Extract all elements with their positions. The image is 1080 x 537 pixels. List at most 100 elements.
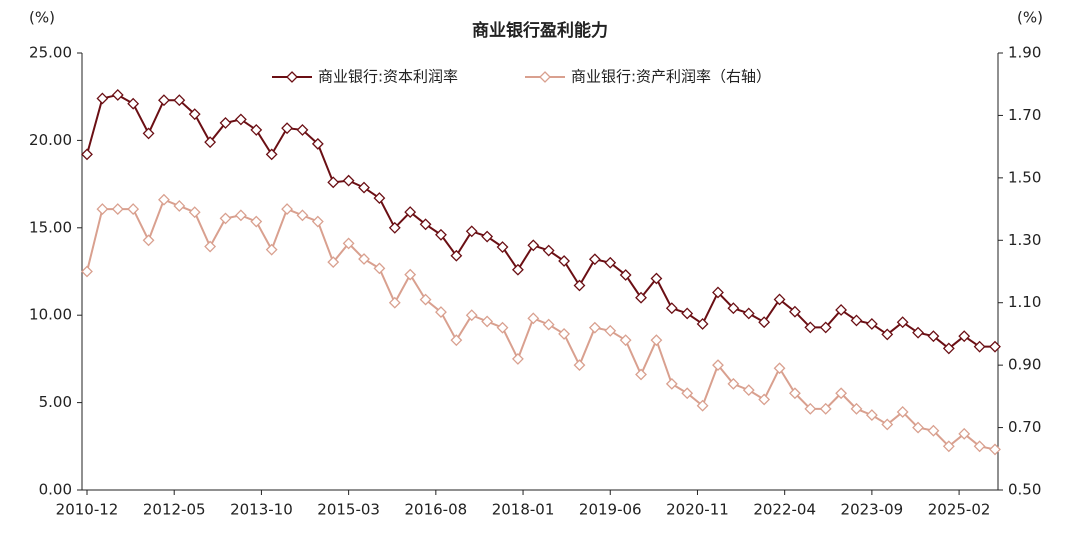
point-marker xyxy=(619,269,632,281)
point-marker xyxy=(804,402,817,415)
point-marker xyxy=(650,334,663,347)
point-marker xyxy=(758,316,771,329)
x-tick-label: 2018-01 xyxy=(492,501,555,519)
point-marker xyxy=(527,312,540,325)
point-marker xyxy=(173,94,186,107)
point-marker xyxy=(619,334,632,347)
point-marker xyxy=(173,200,186,212)
legend-marker xyxy=(539,71,551,83)
point-marker xyxy=(435,306,447,318)
y2-tick-label: 1.70 xyxy=(1008,106,1041,124)
y-tick-label: 10.00 xyxy=(29,306,72,324)
point-marker xyxy=(219,117,232,129)
point-marker xyxy=(234,113,247,126)
point-marker xyxy=(558,328,571,340)
point-marker xyxy=(681,307,694,320)
point-marker xyxy=(450,249,463,262)
point-marker xyxy=(789,305,801,318)
point-marker xyxy=(973,340,986,353)
y-tick-label: 5.00 xyxy=(39,393,72,411)
point-marker xyxy=(496,321,509,334)
x-tick-label: 2010-12 xyxy=(56,501,119,519)
point-marker xyxy=(973,440,986,453)
y2-tick-label: 1.90 xyxy=(1008,44,1041,62)
point-marker xyxy=(819,402,832,415)
point-marker xyxy=(650,272,663,285)
y-tick-label: 0.00 xyxy=(39,481,72,499)
point-marker xyxy=(219,212,232,225)
point-marker xyxy=(342,174,355,187)
x-tick-label: 2016-08 xyxy=(404,501,467,519)
point-marker xyxy=(496,241,509,253)
point-marker xyxy=(465,225,478,238)
legend-marker xyxy=(286,71,298,83)
point-marker xyxy=(758,393,771,406)
point-marker xyxy=(942,440,955,453)
point-marker xyxy=(604,324,617,337)
point-marker xyxy=(881,328,894,341)
point-marker xyxy=(989,443,1001,456)
y2-tick-label: 0.70 xyxy=(1008,418,1041,436)
point-marker xyxy=(188,108,201,121)
point-marker xyxy=(927,424,940,437)
point-marker xyxy=(296,209,309,222)
point-marker xyxy=(373,192,386,205)
point-marker xyxy=(96,203,109,215)
chart-title: 商业银行盈利能力 xyxy=(472,20,608,41)
x-tick-label: 2013-10 xyxy=(230,501,293,519)
point-marker xyxy=(265,148,278,161)
point-marker xyxy=(481,230,494,243)
point-marker xyxy=(281,122,293,135)
point-marker xyxy=(958,427,971,440)
y-tick-label: 20.00 xyxy=(29,131,72,149)
y2-tick-label: 1.10 xyxy=(1008,293,1041,311)
point-marker xyxy=(450,334,463,347)
point-marker xyxy=(96,92,109,105)
point-marker xyxy=(773,293,786,306)
point-marker xyxy=(850,402,863,415)
point-marker xyxy=(696,318,709,330)
point-marker xyxy=(296,123,309,136)
point-marker xyxy=(111,89,124,101)
point-marker xyxy=(142,127,155,140)
y-tick-label: 25.00 xyxy=(29,44,72,62)
x-tick-label: 2023-09 xyxy=(841,501,904,519)
y-tick-label: 15.00 xyxy=(29,218,72,236)
point-marker xyxy=(989,340,1001,353)
point-marker xyxy=(311,137,324,150)
point-marker xyxy=(358,181,370,194)
point-marker xyxy=(727,377,740,390)
point-marker xyxy=(250,123,263,136)
point-marker xyxy=(712,359,724,372)
point-marker xyxy=(511,263,524,276)
point-marker xyxy=(835,387,848,400)
point-marker xyxy=(942,342,955,355)
point-marker xyxy=(327,256,340,269)
x-tick-label: 2015-03 xyxy=(317,501,380,519)
point-marker xyxy=(665,377,678,390)
point-marker xyxy=(896,316,909,329)
point-marker xyxy=(742,384,755,397)
point-marker xyxy=(604,256,617,269)
point-marker xyxy=(435,228,447,241)
point-marker xyxy=(250,215,263,228)
point-marker xyxy=(327,176,340,189)
y2-tick-label: 0.50 xyxy=(1008,481,1041,499)
point-marker xyxy=(573,359,586,372)
point-marker xyxy=(573,279,586,292)
point-marker xyxy=(696,399,709,412)
point-marker xyxy=(865,318,878,330)
point-marker xyxy=(681,387,694,400)
point-marker xyxy=(635,368,647,381)
point-marker xyxy=(542,244,555,257)
point-marker xyxy=(81,265,93,278)
x-tick-label: 2019-06 xyxy=(579,501,642,519)
point-marker xyxy=(896,406,909,418)
point-marker xyxy=(465,309,478,322)
y2-unit: (%) xyxy=(1017,9,1043,27)
point-marker xyxy=(881,418,894,431)
point-marker xyxy=(527,239,540,252)
point-marker xyxy=(81,148,93,161)
point-marker xyxy=(804,321,817,334)
